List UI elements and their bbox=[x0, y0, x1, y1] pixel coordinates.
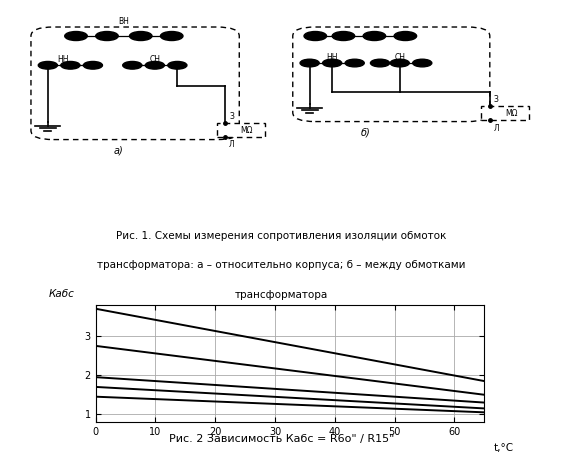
Text: t,°C: t,°C bbox=[494, 443, 513, 453]
Circle shape bbox=[332, 31, 355, 40]
Text: трансформатора: а – относительно корпуса; б – между обмотками: трансформатора: а – относительно корпуса… bbox=[97, 260, 466, 270]
Circle shape bbox=[138, 35, 144, 37]
Circle shape bbox=[390, 59, 409, 67]
Circle shape bbox=[65, 31, 87, 40]
FancyBboxPatch shape bbox=[481, 106, 529, 121]
Circle shape bbox=[129, 64, 136, 67]
Circle shape bbox=[323, 59, 342, 67]
Circle shape bbox=[394, 31, 417, 40]
Circle shape bbox=[169, 35, 175, 37]
Circle shape bbox=[90, 64, 96, 67]
Circle shape bbox=[104, 35, 110, 37]
Circle shape bbox=[329, 62, 336, 64]
Text: МΩ: МΩ bbox=[505, 109, 517, 118]
Text: МΩ: МΩ bbox=[240, 126, 253, 135]
Circle shape bbox=[45, 64, 51, 67]
Circle shape bbox=[300, 59, 319, 67]
Circle shape bbox=[83, 61, 102, 69]
Text: Кабс: Кабс bbox=[49, 289, 75, 299]
Text: Л: Л bbox=[229, 141, 235, 150]
Text: Рис. 2 Зависимость Кабс = R6о" / R15": Рис. 2 Зависимость Кабс = R6о" / R15" bbox=[169, 434, 394, 444]
Circle shape bbox=[413, 59, 432, 67]
Text: Рис. 1. Схемы измерения сопротивления изоляции обмоток: Рис. 1. Схемы измерения сопротивления из… bbox=[117, 232, 446, 242]
Circle shape bbox=[351, 62, 358, 64]
Circle shape bbox=[306, 62, 313, 64]
Text: НН: НН bbox=[57, 55, 69, 64]
Circle shape bbox=[160, 31, 183, 40]
Circle shape bbox=[73, 35, 79, 37]
Circle shape bbox=[38, 61, 57, 69]
Text: ВН: ВН bbox=[118, 17, 129, 26]
Circle shape bbox=[345, 59, 364, 67]
Circle shape bbox=[68, 64, 73, 67]
Circle shape bbox=[61, 61, 80, 69]
Text: б): б) bbox=[361, 127, 371, 137]
Circle shape bbox=[312, 35, 319, 37]
Circle shape bbox=[419, 62, 426, 64]
Circle shape bbox=[168, 61, 187, 69]
Circle shape bbox=[304, 31, 327, 40]
Text: З: З bbox=[229, 113, 234, 121]
Circle shape bbox=[96, 31, 118, 40]
Circle shape bbox=[363, 31, 386, 40]
Circle shape bbox=[175, 64, 180, 67]
Text: НН: НН bbox=[327, 53, 338, 62]
Circle shape bbox=[397, 62, 403, 64]
Text: СН: СН bbox=[149, 55, 160, 64]
Circle shape bbox=[340, 35, 347, 37]
Circle shape bbox=[129, 31, 152, 40]
Circle shape bbox=[123, 61, 142, 69]
Circle shape bbox=[370, 59, 390, 67]
Circle shape bbox=[377, 62, 383, 64]
FancyBboxPatch shape bbox=[217, 123, 265, 137]
Text: а): а) bbox=[113, 145, 123, 155]
Text: Л: Л bbox=[494, 124, 499, 133]
Circle shape bbox=[152, 64, 158, 67]
Circle shape bbox=[402, 35, 409, 37]
Circle shape bbox=[145, 61, 164, 69]
Text: трансформатора: трансформатора bbox=[235, 290, 328, 301]
Circle shape bbox=[372, 35, 378, 37]
Text: СН: СН bbox=[394, 53, 405, 62]
Text: З: З bbox=[494, 96, 499, 105]
